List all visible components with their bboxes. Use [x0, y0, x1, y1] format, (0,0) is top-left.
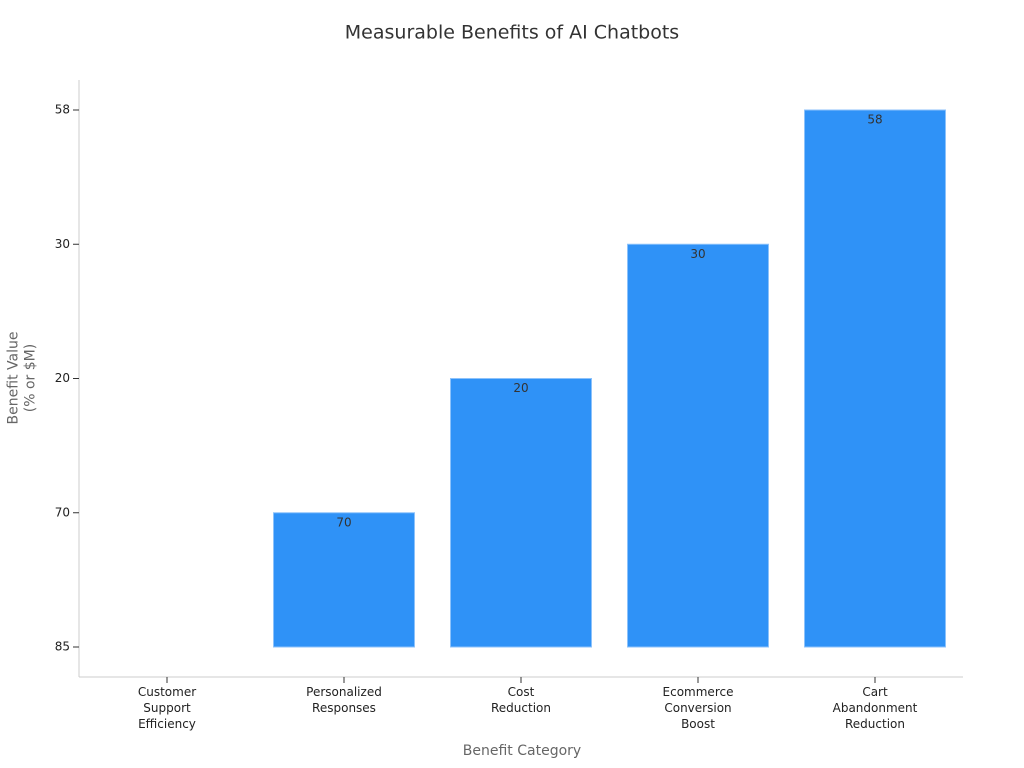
chart-title: Measurable Benefits of AI Chatbots	[345, 22, 679, 44]
bar	[804, 109, 946, 648]
x-tick-label: Ecommerce Conversion Boost	[663, 685, 734, 731]
value-label: 58	[867, 113, 882, 127]
y-tick-label: 85	[55, 640, 70, 654]
x-tick-label: Cart Abandonment Reduction	[833, 685, 918, 731]
y-tick-label: 58	[55, 103, 70, 117]
bar	[450, 378, 592, 648]
y-tick-label: 20	[55, 371, 70, 385]
value-label: 20	[513, 381, 528, 395]
value-label: 70	[336, 515, 351, 529]
bar	[627, 243, 769, 648]
x-tick-label: Cost Reduction	[491, 685, 551, 715]
y-tick-label: 70	[55, 505, 70, 519]
y-axis-label: Benefit Value(% or $M)	[6, 332, 39, 425]
x-tick-label: Customer Support Efficiency	[138, 685, 196, 731]
x-axis-label: Benefit Category	[463, 743, 581, 759]
y-tick-label: 30	[55, 237, 70, 251]
x-tick-label: Personalized Responses	[306, 685, 382, 715]
value-label: 30	[690, 247, 705, 261]
bar	[273, 512, 415, 648]
